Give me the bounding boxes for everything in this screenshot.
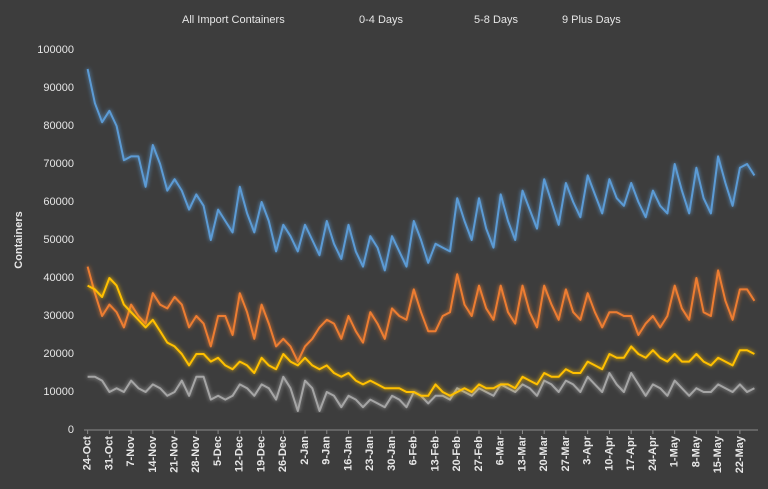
x-tick-label: 8-May [690,435,702,467]
x-tick-label: 23-Jan [364,436,376,471]
legend-label: 0-4 Days [359,14,404,26]
y-axis-label: Containers [13,211,25,268]
x-tick-label: 20-Mar [538,435,550,471]
y-tick-label: 20000 [43,348,74,360]
y-tick-label: 30000 [43,310,74,322]
x-tick-label: 16-Jan [342,436,354,471]
y-tick-label: 80000 [43,120,74,132]
x-tick-label: 12-Dec [234,436,246,472]
x-tick-label: 27-Mar [560,435,572,471]
x-tick-label: 27-Feb [473,436,485,472]
x-tick-label: 21-Nov [168,435,180,473]
y-tick-label: 0 [68,424,74,436]
x-tick-label: 30-Jan [386,436,398,471]
x-tick-label: 10-Apr [603,435,615,471]
x-tick-label: 7-Nov [125,435,137,466]
y-tick-label: 70000 [43,158,74,170]
x-tick-label: 17-Apr [625,435,637,471]
y-tick-label: 40000 [43,272,74,284]
x-tick-label: 19-Dec [255,436,267,472]
legend-label: All Import Containers [182,14,285,26]
legend-label: 5-8 Days [474,14,519,26]
x-tick-label: 15-May [712,435,724,473]
x-tick-label: 5-Dec [212,436,224,466]
x-tick-label: 28-Nov [190,435,202,473]
x-tick-label: 31-Oct [103,436,115,471]
x-tick-label: 20-Feb [451,436,463,472]
y-tick-label: 60000 [43,196,74,208]
x-tick-label: 24-Apr [647,435,659,471]
y-tick-label: 50000 [43,234,74,246]
legend-label: 9 Plus Days [562,14,621,26]
y-tick-label: 10000 [43,386,74,398]
x-tick-label: 13-Mar [516,435,528,471]
x-tick-label: 24-Oct [82,436,94,471]
series-line [87,372,755,412]
x-tick-label: 3-Apr [582,435,594,464]
x-tick-label: 9-Jan [321,436,333,465]
x-tick-label: 26-Dec [277,436,289,472]
x-tick-label: 13-Feb [429,436,441,472]
x-tick-label: 6-Mar [495,435,507,465]
y-tick-label: 100000 [37,44,74,56]
series-line [87,277,755,397]
x-tick-label: 14-Nov [147,435,159,473]
y-tick-label: 90000 [43,82,74,94]
x-tick-label: 1-May [669,435,681,467]
series-line [86,68,756,272]
x-tick-label: 22-May [734,435,746,473]
series-line [86,266,756,363]
x-tick-label: 2-Jan [299,436,311,465]
x-tick-label: 6-Feb [408,436,420,466]
